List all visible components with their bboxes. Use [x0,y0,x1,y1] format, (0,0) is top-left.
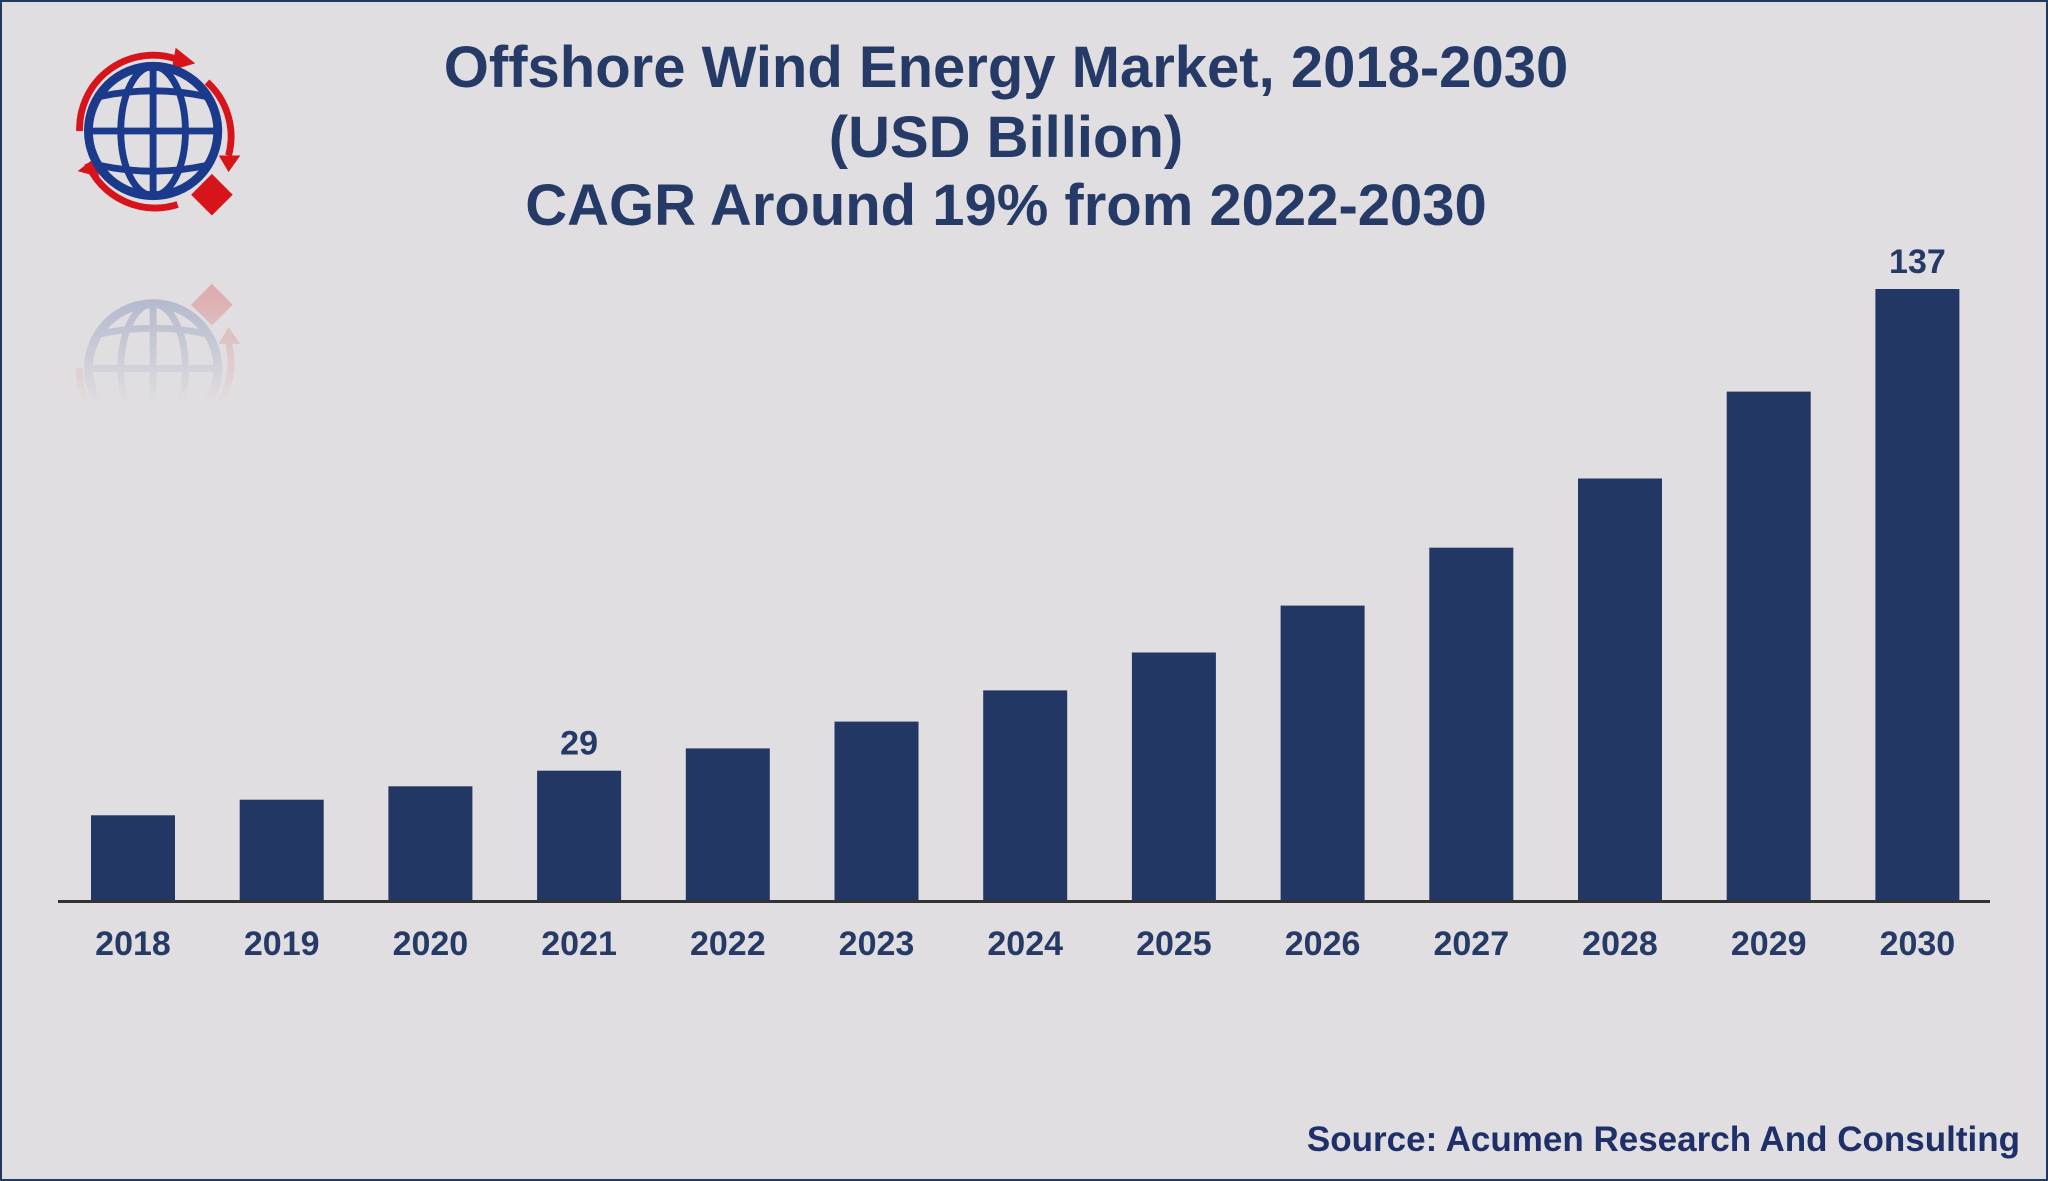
x-tick-label-2029: 2029 [1731,925,1807,963]
bar-2019 [239,799,324,900]
bar-2018 [91,815,175,900]
chart-subtitle-cagr: CAGR Around 19% from 2022-2030 [525,173,1487,238]
x-tick-label-2023: 2023 [839,925,915,963]
x-tick-label-2027: 2027 [1433,925,1509,963]
bar-2028 [1578,478,1662,900]
x-tick-label-2024: 2024 [987,925,1063,963]
chart-title: Offshore Wind Energy Market, 2018-2030 [443,35,1569,100]
source-note: Source: Acumen Research And Consulting [1306,1120,2020,1159]
x-tick-label-2028: 2028 [1582,925,1658,963]
data-label-2021: 29 [560,725,598,763]
x-tick-label-2025: 2025 [1136,925,1212,963]
bar-2022 [685,748,770,900]
x-tick-label-2020: 2020 [393,925,469,963]
bar-2026 [1280,605,1365,900]
globe-logo-reflection [76,283,241,404]
bar-2029 [1726,391,1811,900]
bar-2020 [388,786,473,900]
x-tick-label-2022: 2022 [690,925,766,963]
x-tick-label-2018: 2018 [95,925,171,963]
bar-2027 [1429,547,1514,900]
bar-2024 [983,690,1068,900]
bar-2023 [834,721,919,900]
x-tick-label-2026: 2026 [1285,925,1361,963]
bar-2030 [1875,289,1960,900]
x-tick-label-2019: 2019 [244,925,320,963]
x-tick-label-2021: 2021 [541,925,617,963]
bar-2025 [1131,652,1216,900]
x-tick-label-2030: 2030 [1880,925,1956,963]
chart-subtitle-units: (USD Billion) [828,105,1184,170]
bar-2021 [537,770,622,900]
globe-logo-icon [76,47,241,216]
data-label-2030: 137 [1889,243,1946,281]
